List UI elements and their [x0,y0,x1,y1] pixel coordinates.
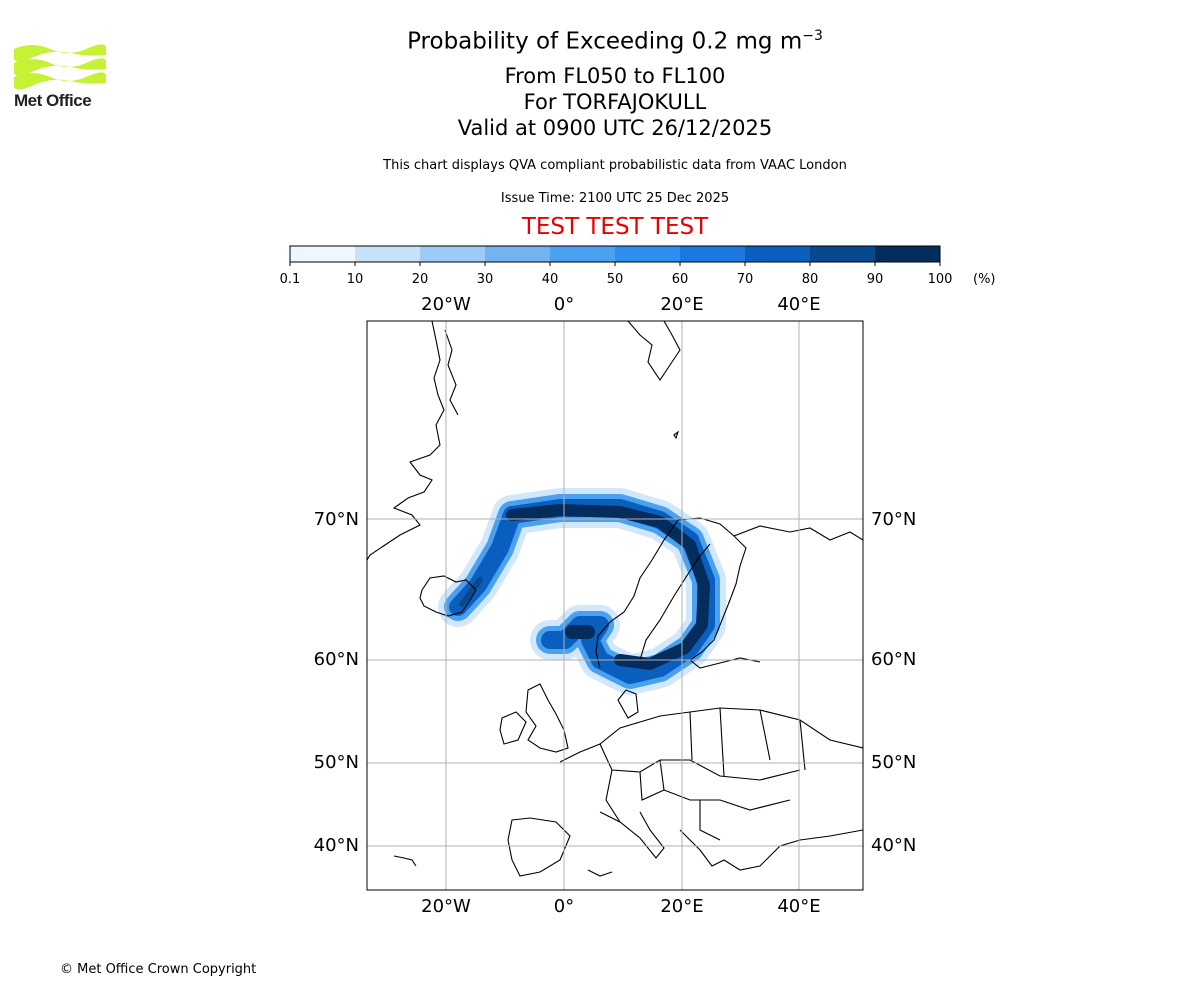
coastlines [367,321,863,877]
valid-time: Valid at 0900 UTC 26/12/2025 [457,116,773,140]
lon-label: 20°W [421,896,471,917]
colorbar-tick-label: 20 [412,272,429,287]
lon-labels-bottom: 20°W 0° 20°E 40°E [421,896,820,917]
chart-title: Probability of Exceeding 0.2 mg m−3 [407,28,823,55]
flight-levels: From FL050 to FL100 [504,64,726,88]
graticule [367,321,863,890]
copyright-notice: © Met Office Crown Copyright [60,962,257,977]
issue-time: Issue Time: 2100 UTC 25 Dec 2025 [500,191,730,206]
logo-text: Met Office [14,91,92,110]
ash-plume [438,488,726,695]
lat-label: 60°N [314,649,359,670]
colorbar-unit: (%) [973,272,996,287]
chart-description: This chart displays QVA compliant probab… [383,158,847,173]
colorbar-tick-label: 30 [477,272,494,287]
map-area [367,321,863,890]
test-banner: TEST TEST TEST [521,214,709,240]
lat-label: 50°N [871,752,916,773]
lon-label: 20°E [660,896,703,917]
lon-label: 40°E [777,294,820,315]
lon-label: 20°E [660,294,703,315]
lat-label: 40°N [314,835,359,856]
lat-label: 70°N [314,509,359,530]
colorbar-segment [485,246,551,262]
met-office-logo [14,44,106,90]
colorbar-segment [615,246,681,262]
colorbar-tick-label: 70 [737,272,754,287]
lat-label: 50°N [314,752,359,773]
colorbar-segment [290,246,356,262]
lon-label: 0° [554,896,574,917]
colorbar-segment [420,246,486,262]
colorbar-ticks: 0.1 10 20 30 40 50 60 70 80 90 100 [280,262,953,287]
colorbar-segment [745,246,811,262]
lon-label: 40°E [777,896,820,917]
map-frame [366,320,864,891]
colorbar-tick-label: 80 [802,272,819,287]
colorbar-tick-label: 100 [928,272,953,287]
colorbar-segment [680,246,746,262]
lat-labels-left: 70°N 60°N 50°N 40°N [314,509,359,856]
colorbar-tick-label: 60 [672,272,689,287]
lon-label: 20°W [421,294,471,315]
colorbar-tick-label: 0.1 [280,272,301,287]
lon-labels-top: 20°W 0° 20°E 40°E [421,294,820,315]
colorbar-tick-label: 90 [867,272,884,287]
lat-label: 60°N [871,649,916,670]
colorbar-tick-label: 10 [347,272,364,287]
colorbar-segment [355,246,421,262]
colorbar-segment [550,246,616,262]
colorbar-tick-label: 50 [607,272,624,287]
colorbar-tick-label: 40 [542,272,559,287]
lat-labels-right: 70°N 60°N 50°N 40°N [871,509,916,856]
lat-label: 70°N [871,509,916,530]
lat-label: 40°N [871,835,916,856]
colorbar [289,245,941,263]
colorbar-segment [875,246,941,262]
lon-label: 0° [554,294,574,315]
volcano-name: For TORFAJOKULL [523,90,707,114]
colorbar-segment [810,246,876,262]
